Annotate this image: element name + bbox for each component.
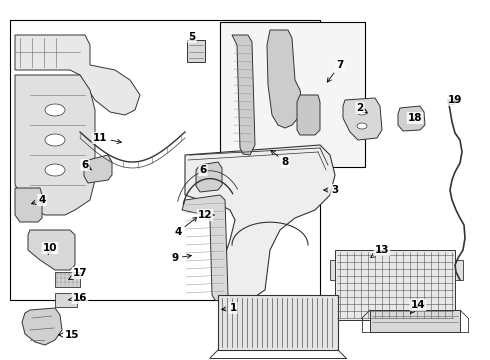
Text: 14: 14 (411, 300, 425, 314)
Text: 4: 4 (31, 195, 46, 205)
Polygon shape (267, 30, 302, 128)
Text: 13: 13 (371, 245, 389, 257)
Text: 3: 3 (324, 185, 339, 195)
Bar (55, 272, 80, 287)
Ellipse shape (357, 123, 367, 129)
Polygon shape (398, 106, 425, 131)
Bar (335, 250, 455, 320)
Bar (220, 22, 365, 167)
Text: 2: 2 (356, 103, 367, 113)
Polygon shape (84, 155, 112, 183)
Ellipse shape (357, 109, 367, 115)
Bar (10, 20, 320, 300)
Text: 8: 8 (271, 150, 289, 167)
Text: 18: 18 (408, 113, 422, 123)
Ellipse shape (449, 99, 455, 105)
Bar (370, 310, 460, 332)
Polygon shape (196, 162, 222, 192)
Text: 11: 11 (93, 133, 122, 144)
Ellipse shape (45, 134, 65, 146)
Bar (187, 40, 205, 62)
Text: 6: 6 (81, 160, 92, 170)
Bar (55, 293, 77, 307)
Polygon shape (28, 230, 75, 270)
Bar (455, 260, 463, 280)
Polygon shape (15, 75, 95, 215)
Text: 5: 5 (188, 32, 196, 42)
Text: 1: 1 (221, 303, 237, 313)
Polygon shape (232, 35, 255, 155)
Polygon shape (182, 195, 228, 302)
Text: 6: 6 (199, 165, 207, 175)
Ellipse shape (45, 164, 65, 176)
Text: 9: 9 (172, 253, 191, 263)
Text: 19: 19 (448, 95, 462, 105)
Bar (330, 260, 335, 280)
Polygon shape (15, 35, 140, 115)
Text: 7: 7 (327, 60, 343, 82)
Bar (218, 295, 338, 350)
Polygon shape (22, 308, 62, 345)
Polygon shape (185, 145, 335, 300)
Text: 12: 12 (198, 210, 214, 220)
Text: 4: 4 (174, 217, 197, 237)
Polygon shape (15, 188, 42, 222)
Text: 16: 16 (69, 293, 87, 303)
Ellipse shape (45, 104, 65, 116)
Polygon shape (297, 95, 320, 135)
Text: 10: 10 (43, 243, 57, 254)
Text: 17: 17 (69, 268, 87, 280)
Text: 15: 15 (59, 330, 79, 340)
Polygon shape (343, 98, 382, 140)
